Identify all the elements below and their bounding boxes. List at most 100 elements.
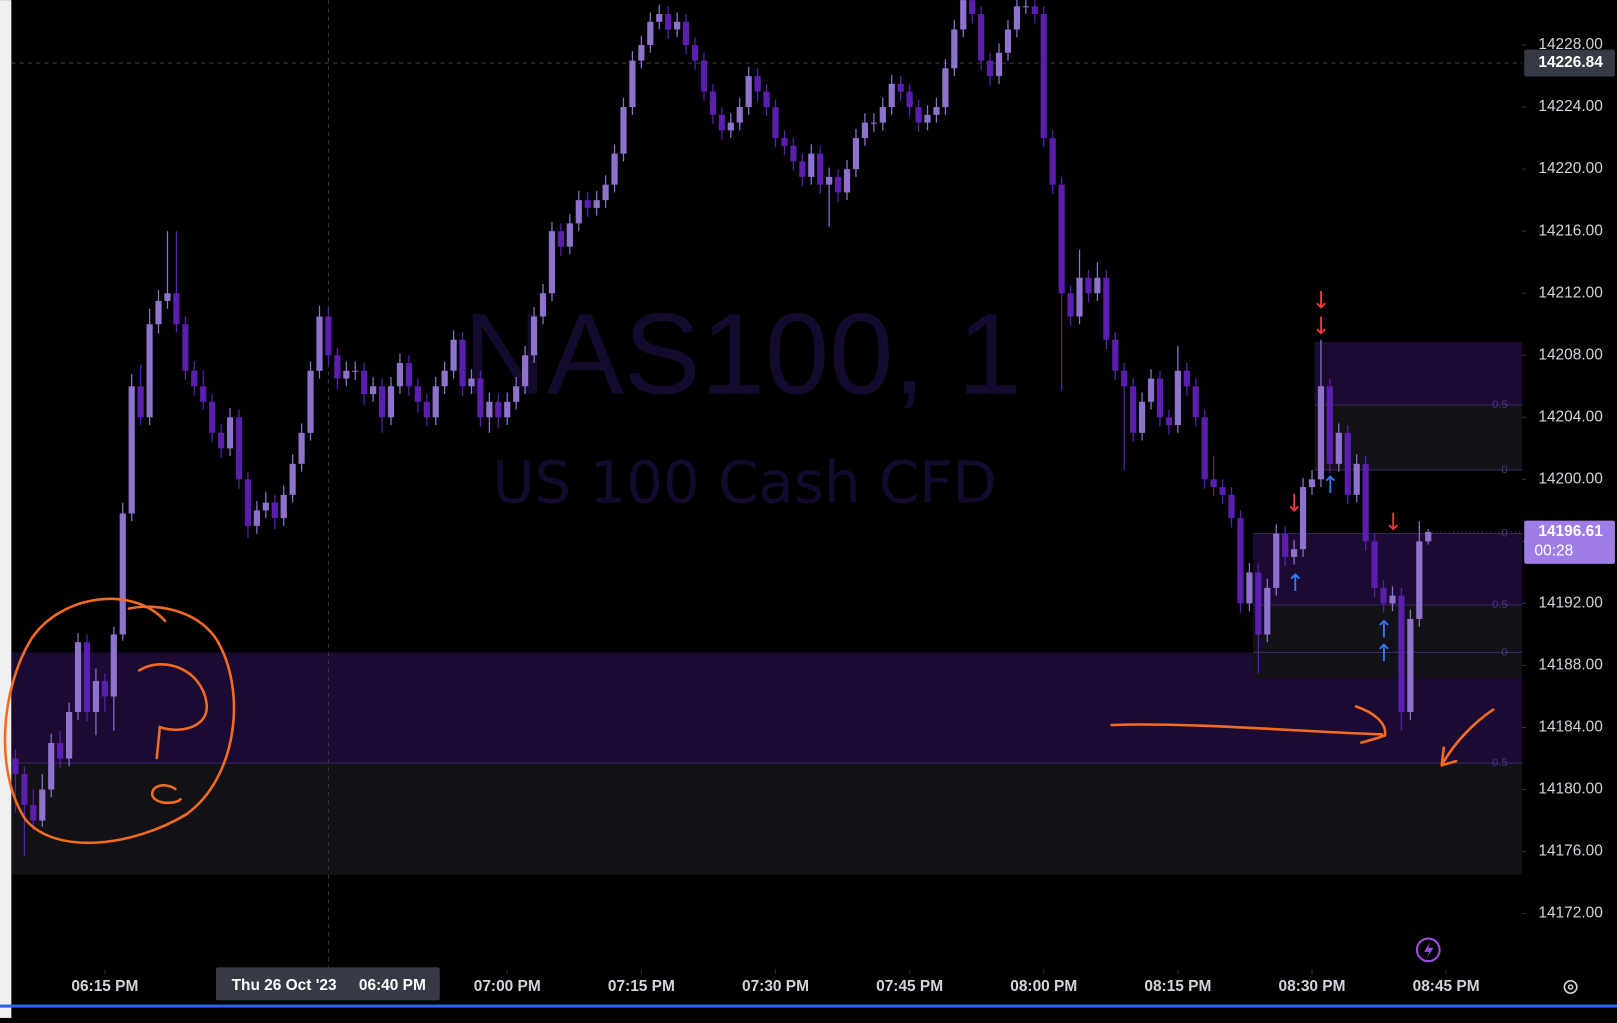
zone-tint [1314,342,1523,405]
candle-body [1147,378,1155,402]
zone-level-label: 0.5 [1492,599,1508,611]
candle-body [414,386,421,402]
y-tick-label: 14204.00 [1538,408,1602,425]
candle-body [539,293,547,317]
candle-body [1362,463,1369,542]
candle-body [486,401,493,418]
x-tick-label: 08:45 PM [1413,978,1480,995]
candle-body [1299,487,1307,550]
hand-drawings [3,597,1495,845]
candle-body [271,502,278,519]
y-tick-label: 14208.00 [1538,346,1602,363]
y-tick-label: 14180.00 [1538,781,1602,798]
candle-body [1335,432,1342,464]
axes: 14172.00 14176.00 14180.00 14184.00 14188.00… [71,36,1615,1001]
last-price-box [1524,520,1615,564]
candle-body [620,107,627,154]
zone-level-label: 0.5 [1492,399,1508,411]
crosshair-price-box [1524,49,1615,77]
candle-body [665,14,672,30]
candle-body [933,107,940,115]
y-tick-label: 14188.00 [1538,657,1602,674]
y-tick-label: 14228.00 [1538,36,1602,53]
candle-body [1121,370,1128,387]
candle-body [74,642,82,712]
candle-body [763,91,770,108]
candle-body [1255,572,1262,635]
candle-body [432,386,439,418]
candle-body [128,386,135,514]
candle-body [92,680,100,712]
candle-body [513,386,520,402]
candle-body [244,479,252,526]
candle-body [1076,277,1083,317]
candle-body [942,68,949,108]
y-tick-label: 14184.00 [1538,719,1602,736]
zone-level-label: 0 [1501,464,1507,476]
candle-body [834,176,842,193]
candle-body [1103,277,1110,340]
left-border [0,0,12,1018]
settings-button[interactable] [1563,979,1578,994]
candle-body [888,83,895,108]
candle-body [1353,463,1360,495]
candle-body [575,200,582,224]
candle-body [21,774,28,806]
candle-body [1380,587,1387,604]
candle-body [736,107,743,123]
candle-body [960,0,967,30]
candle-body [280,494,287,519]
candle-body [978,14,985,61]
candle-body [682,21,690,46]
y-tick-label: 14172.00 [1538,905,1602,922]
candle-body [1326,386,1333,464]
candle-body [370,386,377,395]
candle-body [361,370,368,395]
candle-body [995,52,1003,77]
y-tick-label: 14220.00 [1538,160,1602,177]
candle-body [870,122,877,124]
candle-body [781,138,788,146]
candle-body [1219,487,1226,495]
x-tick-label: 07:00 PM [474,978,541,995]
candle-body [548,231,556,294]
candle-body [1317,386,1325,480]
candle-body [316,316,323,371]
candle-body [1022,6,1029,8]
candle-body [1282,533,1289,557]
candle-body [1389,595,1396,604]
candle-body [1165,417,1173,426]
candle-body [1139,401,1146,433]
candle-body [226,417,234,449]
candle-body [1264,587,1271,635]
candle-body [638,45,645,61]
candle-body [218,432,225,449]
candle-body [200,386,207,402]
crosshair-date: Thu 26 Oct '23 [232,977,337,994]
crosshair-time-box [216,967,440,1001]
candle-body [48,743,55,790]
candle-body [209,401,216,433]
candle-body [1192,386,1199,418]
candle-body [235,417,243,480]
candle-body [745,76,752,108]
candle-body [1049,138,1056,185]
candle-body [182,324,189,371]
y-tick-label: 14192.00 [1538,594,1602,611]
candle-body [852,138,860,170]
candle-body [602,184,609,201]
candle-body [1425,531,1432,542]
lightning-button[interactable] [1415,937,1441,963]
candle-body [593,200,600,208]
candle-body [1004,29,1012,53]
bar-countdown: 00:28 [1535,543,1574,560]
candle-body [1398,595,1405,712]
candle-body [611,153,618,185]
candle-body [423,401,430,418]
candle-body [1210,479,1217,488]
candle-body [396,363,404,387]
candle-body [1246,572,1253,604]
candle-body [1201,417,1208,480]
candle-body [262,502,269,511]
